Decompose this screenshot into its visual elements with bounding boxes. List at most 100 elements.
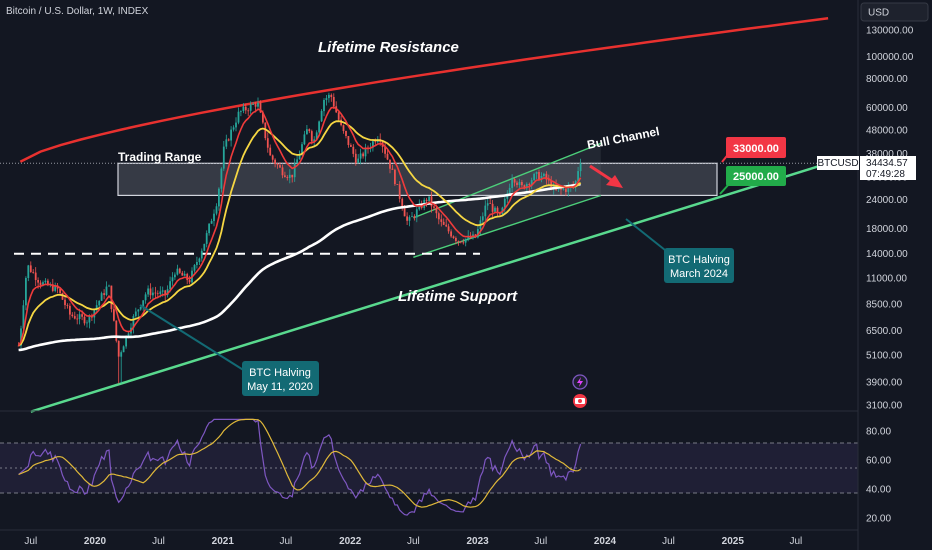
candle-body: [303, 134, 306, 145]
currency-button[interactable]: USD: [860, 2, 929, 22]
candle-body: [159, 291, 162, 294]
candle-body: [418, 204, 421, 210]
candle-body: [525, 184, 528, 189]
time-tick-4: Jul: [280, 536, 293, 547]
candle-body: [247, 110, 250, 112]
candle-body: [415, 209, 418, 218]
candle-body: [71, 314, 74, 317]
rsi-pane[interactable]: [0, 418, 858, 516]
candle-body: [430, 196, 433, 207]
candle-body: [288, 174, 291, 178]
price-tick-1: 100000.00: [866, 52, 914, 63]
candle-body: [384, 146, 386, 154]
halving-2024-leader: [625, 218, 671, 255]
candle-body: [134, 311, 137, 317]
candle-body: [533, 173, 535, 181]
price-box: [860, 156, 916, 180]
candle-body: [332, 97, 335, 107]
candle-body: [230, 129, 232, 141]
price-tick-0: 130000.00: [866, 26, 914, 37]
candle-body: [428, 196, 430, 201]
earnings-icon[interactable]: [573, 394, 587, 408]
time-tick-2: Jul: [152, 536, 165, 547]
candle-body: [320, 111, 323, 122]
candle-body: [315, 132, 318, 140]
rsi-lines: [18, 418, 582, 516]
price-tick-10: 11000.00: [866, 273, 907, 284]
candle-body: [477, 229, 479, 238]
projection-arrow: [589, 164, 623, 188]
candle-body: [127, 333, 130, 336]
candle-body: [73, 316, 76, 319]
trading-range-label: Trading Range: [118, 150, 202, 164]
candle-body: [396, 184, 399, 185]
candle-body: [222, 146, 225, 169]
time-tick-3: 2021: [212, 536, 235, 547]
rsi-tick-2: 40.00: [866, 485, 891, 496]
symbol-label: BTCUSD: [817, 158, 858, 169]
candle-body: [88, 315, 91, 323]
candle-body: [386, 153, 389, 160]
candle-body: [59, 288, 61, 293]
candle-body: [254, 104, 257, 107]
candle-body: [577, 171, 579, 181]
candle-body: [567, 186, 570, 192]
candle-body: [117, 340, 120, 357]
candle-body: [484, 205, 487, 217]
halving-2024-callout: BTC Halving March 2024: [625, 218, 734, 283]
time-axis[interactable]: Jul 2020 Jul 2021 Jul 2022 Jul 2023 Jul 2024 Jul 20…: [0, 529, 858, 547]
candle-body: [262, 112, 264, 123]
candle-body: [462, 242, 465, 244]
candle-body: [364, 147, 367, 157]
candle-body: [66, 305, 69, 306]
currency-button-box: [860, 2, 929, 22]
candle-body: [354, 153, 357, 163]
halving-2024-line1: BTC Halving: [668, 254, 730, 266]
candle-body: [86, 322, 88, 324]
candle-body: [552, 185, 555, 189]
halving-2020-line1: BTC Halving: [249, 367, 311, 379]
price-axis[interactable]: 130000.00 100000.00 80000.00 60000.00 48000.…: [857, 0, 932, 550]
target-low-badge: 25000.00: [719, 166, 786, 195]
trading-range-rect: [117, 162, 718, 197]
candle-body: [32, 272, 35, 273]
time-tick-8: Jul: [534, 536, 547, 547]
candle-body: [132, 316, 135, 328]
candle-body: [198, 258, 201, 263]
price-value: 34434.57: [866, 158, 908, 169]
candle-body: [565, 189, 567, 192]
candle-body: [235, 122, 237, 128]
candle-body: [81, 314, 83, 317]
candle-body: [308, 129, 311, 132]
time-tick-10: Jul: [662, 536, 675, 547]
candle-body: [22, 305, 25, 329]
lightning-icon[interactable]: [572, 374, 588, 390]
price-ticks: 130000.00 100000.00 80000.00 60000.00 48000.…: [866, 26, 914, 412]
price-tick-14: 3900.00: [866, 378, 903, 389]
lifetime-support-line: [30, 162, 829, 413]
candle-body: [108, 285, 110, 287]
candle-body: [34, 272, 37, 280]
candle-body: [323, 100, 325, 112]
price-tick-3: 60000.00: [866, 103, 908, 114]
candle-body: [213, 213, 215, 221]
candle-body: [293, 163, 296, 178]
time-ticks: Jul 2020 Jul 2021 Jul 2022 Jul 2023 Jul 2024 Jul 20…: [24, 536, 802, 547]
candle-body: [271, 155, 274, 160]
candle-body: [225, 139, 228, 147]
halving-2024-line2: March 2024: [670, 268, 728, 280]
candle-body: [100, 293, 103, 301]
candle-body: [521, 182, 523, 186]
candle-body: [17, 345, 20, 347]
candle-body: [345, 131, 347, 136]
time-tick-7: 2023: [466, 536, 489, 547]
candle-body: [205, 233, 208, 244]
candle-body: [171, 277, 174, 282]
candle-body: [139, 307, 142, 310]
candle-body: [144, 294, 147, 301]
candle-body: [301, 144, 303, 155]
lifetime-resistance-label: Lifetime Resistance: [318, 39, 459, 56]
candle-body: [181, 272, 184, 276]
candle-body: [310, 131, 313, 142]
